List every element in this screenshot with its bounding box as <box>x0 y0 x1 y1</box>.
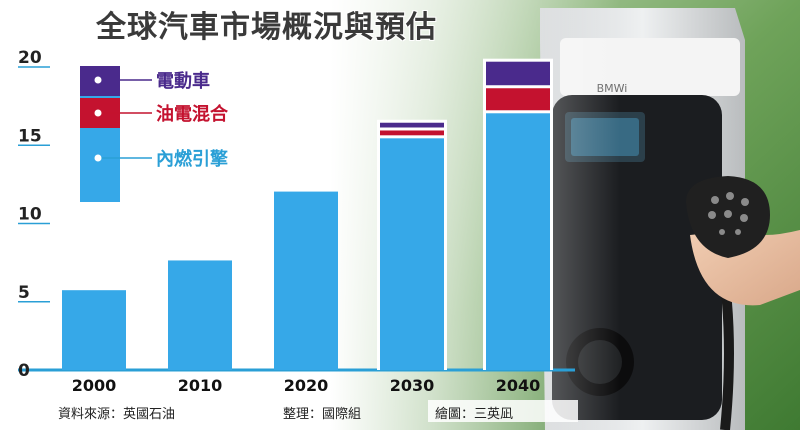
credit-backdrop <box>428 400 578 422</box>
source-note: 資料來源：英國石油 <box>58 407 176 422</box>
legend-label-hybrid: 油電混合 <box>156 103 229 125</box>
y-tick-label: 5 <box>18 283 30 303</box>
bars-group <box>62 58 553 371</box>
x-axis-tick-labels: 2000 2010 2020 2030 2040 <box>72 376 541 395</box>
bar-ev-2040 <box>486 61 550 87</box>
y-tick-label: 15 <box>18 126 42 146</box>
bar-hybrid-2040 <box>486 86 550 112</box>
legend: 電動車 油電混合 內燃引擎 <box>80 66 229 202</box>
legend-label-ice: 內燃引擎 <box>156 148 228 170</box>
bar-ev-2030 <box>380 122 444 129</box>
bar-ice-2010 <box>168 260 232 370</box>
x-tick-label: 2040 <box>496 376 541 395</box>
legend-label-ev: 電動車 <box>156 70 210 92</box>
y-tick-label: 20 <box>18 48 42 68</box>
bar-segment-separator <box>380 135 444 139</box>
y-tick-label: 10 <box>18 205 42 225</box>
bar-segment-separator <box>486 110 550 114</box>
x-tick-label: 2000 <box>72 376 117 395</box>
illustrator-note: 繪圖：三英凪 <box>435 407 514 422</box>
y-tick-label: 0 <box>18 361 30 381</box>
chart-title: 全球汽車市場概況與預估 <box>96 10 437 45</box>
bar-ice-2040 <box>486 111 550 371</box>
x-tick-label: 2030 <box>390 376 435 395</box>
editor-note: 整理：國際組 <box>283 407 362 422</box>
x-tick-label: 2020 <box>284 376 329 395</box>
bar-ice-2000 <box>62 290 126 370</box>
x-tick-label: 2010 <box>178 376 223 395</box>
y-axis-ticks: 0 5 10 15 20 <box>18 48 50 381</box>
bar-hybrid-2030 <box>380 128 444 137</box>
bar-ice-2020 <box>274 191 338 370</box>
bar-ice-2030 <box>380 136 444 370</box>
bar-segment-separator <box>486 85 550 89</box>
bar-segment-separator <box>380 127 444 131</box>
